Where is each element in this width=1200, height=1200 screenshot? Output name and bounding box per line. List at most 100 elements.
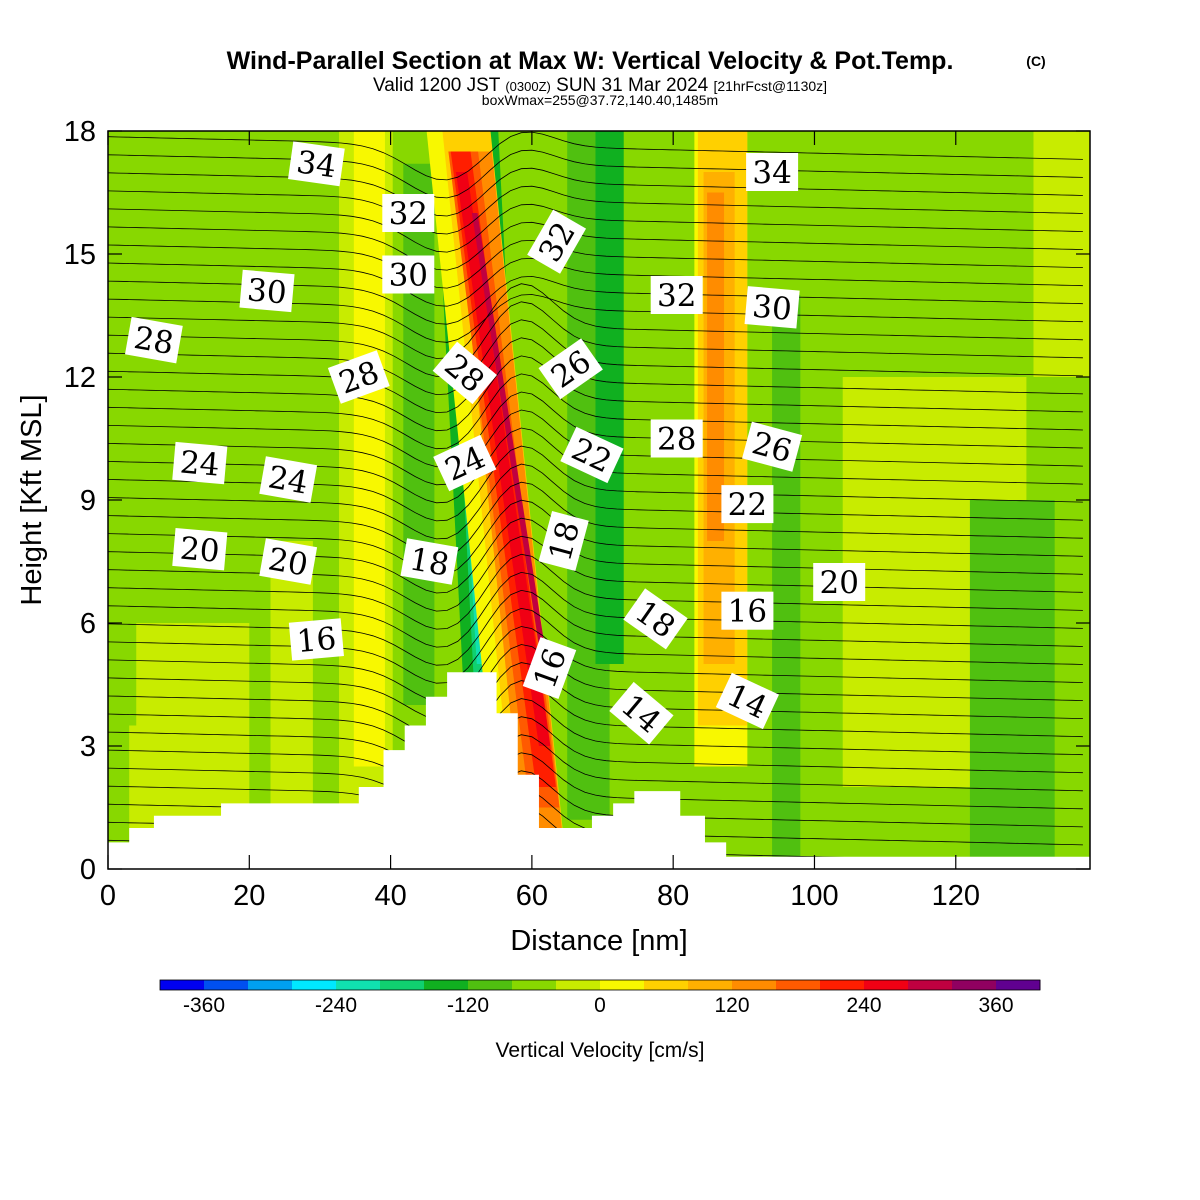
contour-label-box bbox=[813, 563, 866, 601]
y-tick-label: 18 bbox=[64, 116, 96, 148]
velocity-band bbox=[455, 172, 551, 746]
colorbar-swatch bbox=[600, 980, 645, 990]
x-tick-label: 60 bbox=[516, 880, 548, 912]
isentrope-line bbox=[108, 571, 1083, 648]
contour-label: 26 bbox=[742, 421, 803, 472]
contour-label: 18 bbox=[538, 510, 589, 572]
x-tick-label: 0 bbox=[100, 880, 116, 912]
contour-label-text: 24 bbox=[265, 459, 310, 501]
isentrope-line bbox=[108, 734, 1083, 810]
isentrope-line bbox=[108, 257, 1083, 307]
contour-label-text: 24 bbox=[178, 444, 220, 483]
contour-label-box bbox=[400, 538, 459, 585]
isentrope-line bbox=[108, 185, 1083, 235]
contour-label: 32 bbox=[650, 276, 703, 314]
x-tick-label: 120 bbox=[932, 880, 980, 912]
contour-label: 28 bbox=[124, 316, 183, 364]
x-tick-label: 100 bbox=[790, 880, 838, 912]
colorbar-swatch bbox=[644, 980, 689, 990]
contour-label-box bbox=[650, 419, 703, 458]
x-tick-label: 40 bbox=[374, 880, 406, 912]
y-axis-label: Height [Kft MSL] bbox=[16, 394, 48, 605]
contour-label-text: 30 bbox=[751, 289, 793, 328]
contour-label-box bbox=[715, 672, 779, 730]
colorbar-tick-label: 360 bbox=[978, 994, 1013, 1017]
y-tick-label: 0 bbox=[80, 854, 96, 886]
contour-label-box bbox=[744, 286, 800, 329]
colorbar-swatch bbox=[424, 980, 469, 990]
contour-label: 28 bbox=[650, 419, 703, 458]
isentrope-line bbox=[108, 355, 1083, 432]
copyright-mark: (C) bbox=[1026, 53, 1045, 69]
contour-label-box bbox=[560, 426, 624, 484]
valid-line: Valid 1200 JST (0300Z) SUN 31 Mar 2024 [… bbox=[373, 75, 827, 96]
isentrope-line bbox=[108, 167, 1083, 217]
contour-label-text: 20 bbox=[819, 565, 858, 601]
velocity-band bbox=[270, 541, 313, 849]
contour-label-text: 34 bbox=[294, 144, 338, 185]
colorbar-swatch bbox=[952, 980, 997, 990]
contour-label-text: 34 bbox=[752, 155, 791, 191]
isentrope-line bbox=[108, 752, 1083, 828]
colorbar-swatch bbox=[556, 980, 601, 990]
contour-label-box bbox=[382, 255, 435, 294]
isentrope-line bbox=[108, 481, 1083, 558]
isentrope-line bbox=[108, 662, 1083, 738]
isentrope-line bbox=[108, 373, 1083, 450]
contour-label-box bbox=[259, 456, 318, 503]
contour-label-text: 18 bbox=[407, 541, 452, 583]
isentrope-line bbox=[108, 239, 1083, 289]
box-wmax-info: boxWmax=255@37.72,140.40,1485m bbox=[482, 92, 718, 108]
colorbar-swatch bbox=[336, 980, 381, 990]
contour-label-box bbox=[172, 528, 228, 571]
contour-label-box bbox=[382, 194, 435, 232]
contour-label-text: 32 bbox=[389, 196, 428, 232]
contour-label-text: 16 bbox=[295, 621, 337, 660]
y-tick-label: 15 bbox=[64, 239, 96, 271]
contour-label: 22 bbox=[721, 485, 774, 524]
colorbar-tick-label: 0 bbox=[594, 994, 606, 1017]
x-axis: 0 20 40 60 80 100 120 bbox=[100, 131, 980, 912]
contour-label-box bbox=[124, 316, 183, 364]
isentrope-line bbox=[108, 149, 1083, 199]
x-tick-label: 80 bbox=[657, 880, 689, 912]
x-tick-label: 20 bbox=[233, 880, 265, 912]
contour-label-box bbox=[288, 141, 345, 187]
isentrope-line bbox=[108, 301, 1083, 377]
contour-label-text: 20 bbox=[265, 541, 310, 583]
valid-time: Valid 1200 JST bbox=[373, 75, 501, 96]
isentrope-line bbox=[108, 463, 1083, 540]
valid-zulu: (0300Z) bbox=[505, 79, 551, 94]
isentrope-line bbox=[108, 221, 1083, 271]
isentrope-line bbox=[108, 589, 1083, 666]
colorbar-swatch bbox=[688, 980, 733, 990]
chart-title: Wind-Parallel Section at Max W: Vertical… bbox=[227, 47, 954, 75]
contour-label-box bbox=[742, 421, 803, 472]
velocity-band bbox=[969, 500, 1055, 857]
isentrope-line bbox=[108, 337, 1083, 414]
isentrope-line bbox=[108, 680, 1083, 756]
contour-label-box bbox=[746, 153, 799, 191]
colorbar-swatch bbox=[292, 980, 337, 990]
contour-label-text: 22 bbox=[728, 487, 767, 523]
contour-label-box bbox=[538, 338, 603, 400]
contour-label-box bbox=[721, 485, 774, 524]
colorbar-swatch bbox=[160, 980, 205, 990]
contour-label: 30 bbox=[382, 255, 435, 294]
y-tick-label: 12 bbox=[64, 362, 96, 394]
contour-label-box bbox=[327, 350, 390, 404]
contour-label: 20 bbox=[813, 563, 866, 601]
velocity-band bbox=[772, 295, 801, 857]
contour-label-box bbox=[527, 209, 587, 274]
isentrope-line bbox=[108, 644, 1083, 720]
colorbar-tick-label: -240 bbox=[315, 994, 357, 1017]
isentrope-line bbox=[108, 391, 1083, 468]
colorbar bbox=[159, 979, 1041, 991]
contour-label-box bbox=[609, 681, 674, 745]
colorbar-tick-label: -120 bbox=[447, 994, 489, 1017]
contour-label: 30 bbox=[239, 269, 295, 313]
colorbar-swatch bbox=[908, 980, 953, 990]
valid-date: SUN 31 Mar 2024 bbox=[556, 75, 709, 96]
isentrope-line bbox=[108, 553, 1083, 630]
contour-label-box bbox=[239, 269, 295, 313]
